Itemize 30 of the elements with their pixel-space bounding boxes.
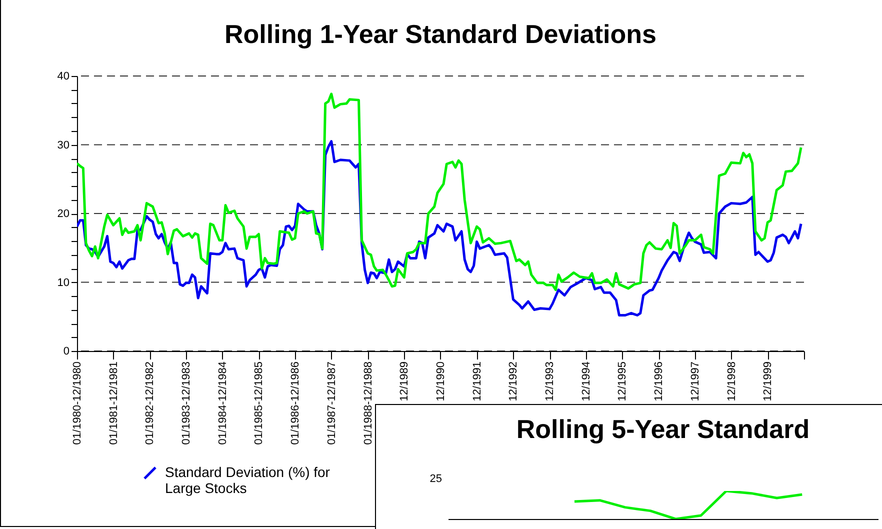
x-tick-label: 12/1995 xyxy=(616,362,629,402)
x-tick-label: 12/1993 xyxy=(544,362,556,402)
chart-title: Rolling 5-Year Standard xyxy=(516,414,810,444)
x-tick-label: 01/1985-12/1985 xyxy=(253,362,266,445)
line-series xyxy=(77,92,802,292)
y-tick-label: 40 xyxy=(57,70,70,82)
x-tick-label: 01/1988-12/1988 xyxy=(362,362,374,445)
x-tick-label: 01/1986-12/1986 xyxy=(290,362,302,445)
x-tick-label: 01/1984-12/1984 xyxy=(216,362,229,445)
text: 25 xyxy=(430,473,442,485)
x-tick-label: 12/1996 xyxy=(653,362,666,402)
chart-title: Rolling 1-Year Standard Deviations xyxy=(224,19,656,49)
x-tick-label: 01/1980-12/1980 xyxy=(72,362,84,445)
x-tick-label: 12/1991 xyxy=(471,362,484,402)
x-tick-label: 12/1990 xyxy=(434,362,447,402)
y-tick-label: 30 xyxy=(57,139,70,152)
x-tick-label: 01/1987-12/1987 xyxy=(326,362,338,445)
y-tick-label: 0 xyxy=(63,346,70,358)
x-tick-label: 12/1989 xyxy=(398,362,411,402)
x-tick-label: 01/1981-12/1981 xyxy=(108,362,120,445)
x-tick-label: 12/1994 xyxy=(580,362,592,402)
x-tick-label: 12/1997 xyxy=(689,362,702,402)
x-tick-label: 12/1999 xyxy=(762,362,774,402)
x-tick-label: 12/1992 xyxy=(508,362,520,402)
x-tick-label: 12/1998 xyxy=(726,362,738,402)
y-tick-label: 10 xyxy=(57,276,70,289)
x-tick-label: 01/1983-12/1983 xyxy=(180,362,192,445)
legend-label: Standard Deviation (%) for Large Stocks xyxy=(165,464,330,496)
x-tick-label: 01/1982-12/1982 xyxy=(144,362,156,445)
y-tick-label: 20 xyxy=(57,208,70,220)
